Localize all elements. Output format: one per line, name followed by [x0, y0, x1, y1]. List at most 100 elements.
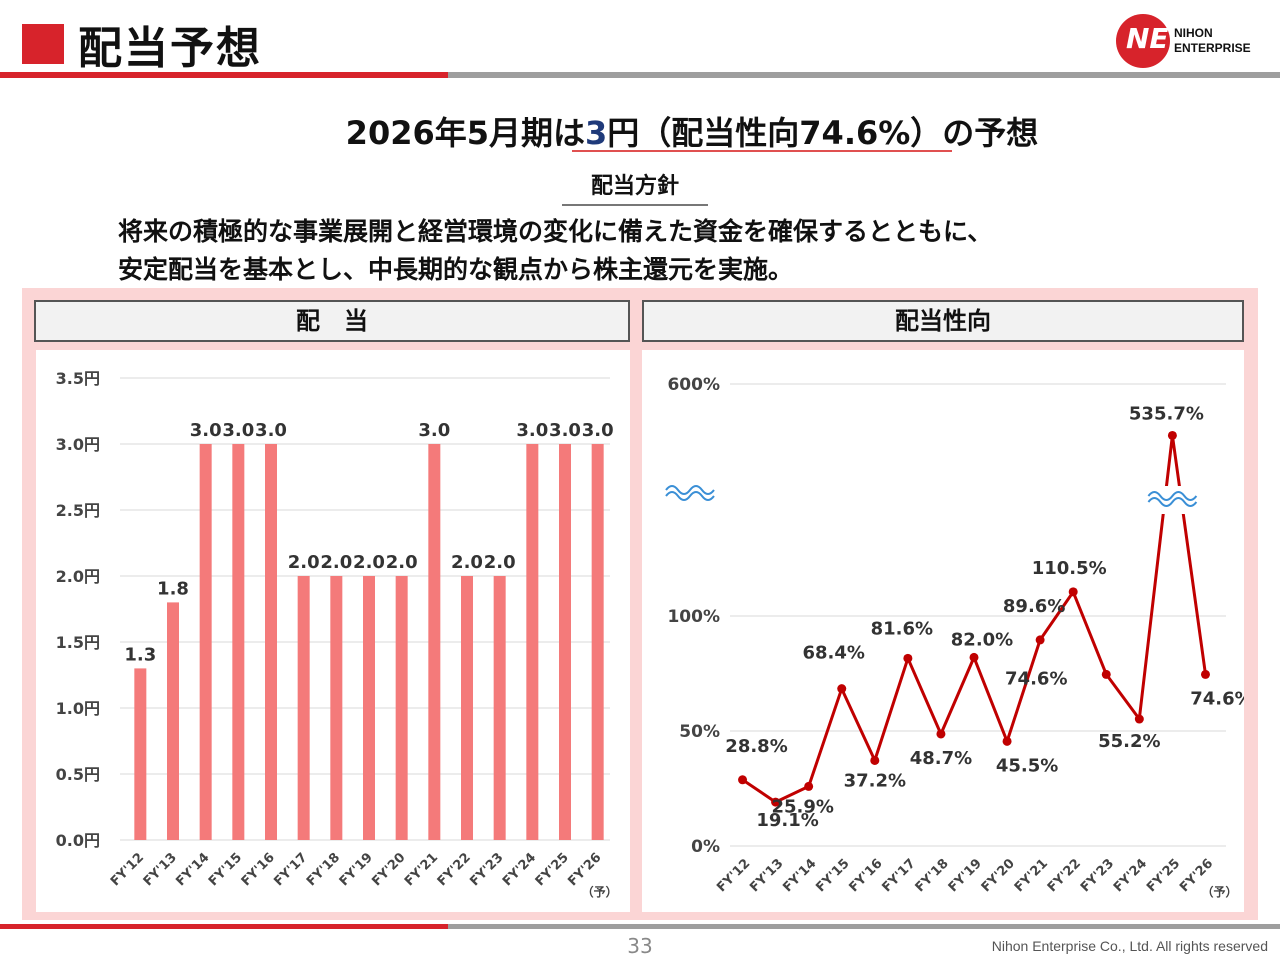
- payout-chart-area: 0% 50% 100% 600% 28.8% 19.1% 25.9% 68.4% 37.2% 81…: [642, 350, 1253, 912]
- bar-value-label: 2.0: [320, 552, 352, 573]
- logo-mark: NE: [1126, 22, 1169, 55]
- point-value-label: 74.6%: [1005, 668, 1067, 689]
- bar: [199, 444, 212, 840]
- x-tick-label: FY'21: [1012, 856, 1051, 895]
- x-tick-label: FY'20: [979, 856, 1018, 895]
- bar: [461, 576, 473, 840]
- headline-underline: [572, 150, 952, 152]
- bar-value-label: 1.3: [124, 644, 156, 665]
- data-point: [738, 775, 748, 785]
- data-point: [771, 797, 781, 807]
- forecast-note: （予）: [582, 884, 618, 899]
- point-value-label: 28.8%: [725, 736, 787, 757]
- forecast-note: （予）: [1201, 884, 1237, 899]
- footer-rule-red: [0, 924, 448, 929]
- data-point: [804, 781, 814, 791]
- point-value-label: 68.4%: [803, 643, 865, 664]
- logo-text: NIHON ENTERPRISE: [1174, 26, 1251, 56]
- x-tick-label: FY'21: [402, 850, 441, 889]
- x-tick-label: FY'24: [1111, 856, 1150, 895]
- y-tick-label: 600%: [667, 375, 720, 395]
- bar-value-label: 1.8: [157, 578, 189, 599]
- x-tick-label: FY'25: [1144, 856, 1183, 895]
- point-value-label: 535.7%: [1129, 403, 1204, 424]
- x-tick-label: FY'19: [337, 850, 376, 889]
- x-tick-label: FY'18: [304, 850, 343, 889]
- bar-value-label: 2.0: [451, 552, 483, 573]
- data-point: [1002, 736, 1012, 746]
- title-marker: [22, 24, 64, 64]
- x-tick-label: FY'22: [1045, 856, 1084, 895]
- bar-value-label: 3.0: [516, 420, 548, 441]
- bar-value-label: 3.0: [418, 420, 450, 441]
- policy-line-2: 安定配当を基本とし、中長期的な観点から株主還元を実施。: [118, 255, 794, 284]
- bar: [330, 576, 343, 840]
- data-point: [1167, 430, 1177, 440]
- x-tick-label: FY'23: [1078, 856, 1117, 895]
- data-point: [936, 729, 946, 739]
- x-tick-label: FY'23: [467, 850, 506, 889]
- dividend-panel-title: 配 当: [34, 300, 630, 342]
- company-logo: NE NIHON ENTERPRISE: [1116, 14, 1276, 70]
- policy-label: 配当方針: [562, 168, 708, 206]
- headline-prefix: 2026年5月期は: [345, 114, 586, 152]
- x-tick-label: FY'20: [369, 850, 408, 889]
- y-tick-label: 2.5円: [56, 501, 100, 520]
- bar: [134, 668, 147, 840]
- data-point: [1068, 587, 1078, 597]
- y-tick-label: 50%: [679, 722, 720, 742]
- x-tick-label: FY'15: [206, 850, 245, 889]
- data-point: [903, 653, 913, 663]
- point-value-label: 81.6%: [871, 618, 933, 639]
- y-tick-label: 0.0円: [56, 831, 100, 850]
- x-tick-label: FY'12: [714, 856, 753, 895]
- point-value-label: 55.2%: [1098, 731, 1160, 752]
- y-tick-label: 100%: [667, 607, 720, 627]
- bar: [363, 576, 375, 840]
- bar: [265, 444, 277, 840]
- point-value-label: 82.0%: [951, 629, 1013, 650]
- bar: [395, 576, 408, 840]
- x-tick-label: FY'26: [565, 850, 604, 889]
- y-tick-label: 1.0円: [56, 699, 100, 718]
- header-rule-red: [0, 72, 448, 78]
- y-tick-label: 2.0円: [56, 567, 100, 586]
- data-point: [1134, 714, 1144, 724]
- y-tick-label: 3.0円: [56, 435, 100, 454]
- y-tick-label: 0.5円: [56, 765, 100, 784]
- x-tick-label: FY'24: [500, 850, 539, 889]
- bar-value-label: 2.0: [353, 552, 385, 573]
- x-tick-label: FY'17: [880, 856, 919, 895]
- dividend-bar-chart: 0.0円 0.5円 1.0円 1.5円 2.0円 2.5円 3.0円 3.5円 1.3 FY'12…: [56, 369, 618, 899]
- logo-text-line1: NIHON: [1174, 26, 1213, 40]
- x-tick-label: FY'14: [173, 850, 212, 889]
- data-point: [1101, 669, 1111, 679]
- copyright: Nihon Enterprise Co., Ltd. All rights re…: [991, 938, 1268, 954]
- point-value-label: 48.7%: [910, 748, 972, 769]
- bar: [297, 576, 310, 840]
- x-tick-label: FY'16: [239, 850, 278, 889]
- bar: [493, 576, 506, 840]
- x-tick-label: FY'19: [946, 856, 985, 895]
- payout-panel-title: 配当性向: [642, 300, 1244, 342]
- x-tick-label: FY'14: [780, 856, 819, 895]
- data-point: [870, 755, 880, 765]
- bar: [526, 444, 539, 840]
- logo-text-line2: ENTERPRISE: [1174, 41, 1251, 55]
- data-point: [969, 652, 979, 662]
- x-tick-label: FY'15: [813, 856, 852, 895]
- bar: [428, 444, 441, 840]
- bar: [167, 602, 179, 840]
- bar: [559, 444, 571, 840]
- x-tick-label: FY'18: [913, 856, 952, 895]
- bar-value-label: 2.0: [288, 552, 320, 573]
- x-tick-label: FY'22: [435, 850, 474, 889]
- payout-line-chart: 0% 50% 100% 600% 28.8% 19.1%25.9% 68.4% 37.2% 81…: [665, 375, 1253, 899]
- bar-value-label: 3.0: [222, 420, 254, 441]
- point-value-label: 19.1%: [756, 810, 818, 831]
- page-number: 33: [627, 934, 653, 958]
- policy-line-1: 将来の積極的な事業展開と経営環境の変化に備えた資金を確保するとともに、: [118, 217, 993, 246]
- point-value-label: 74.6%: [1190, 688, 1244, 709]
- point-value-label: 89.6%: [1003, 596, 1065, 617]
- bar: [232, 444, 245, 840]
